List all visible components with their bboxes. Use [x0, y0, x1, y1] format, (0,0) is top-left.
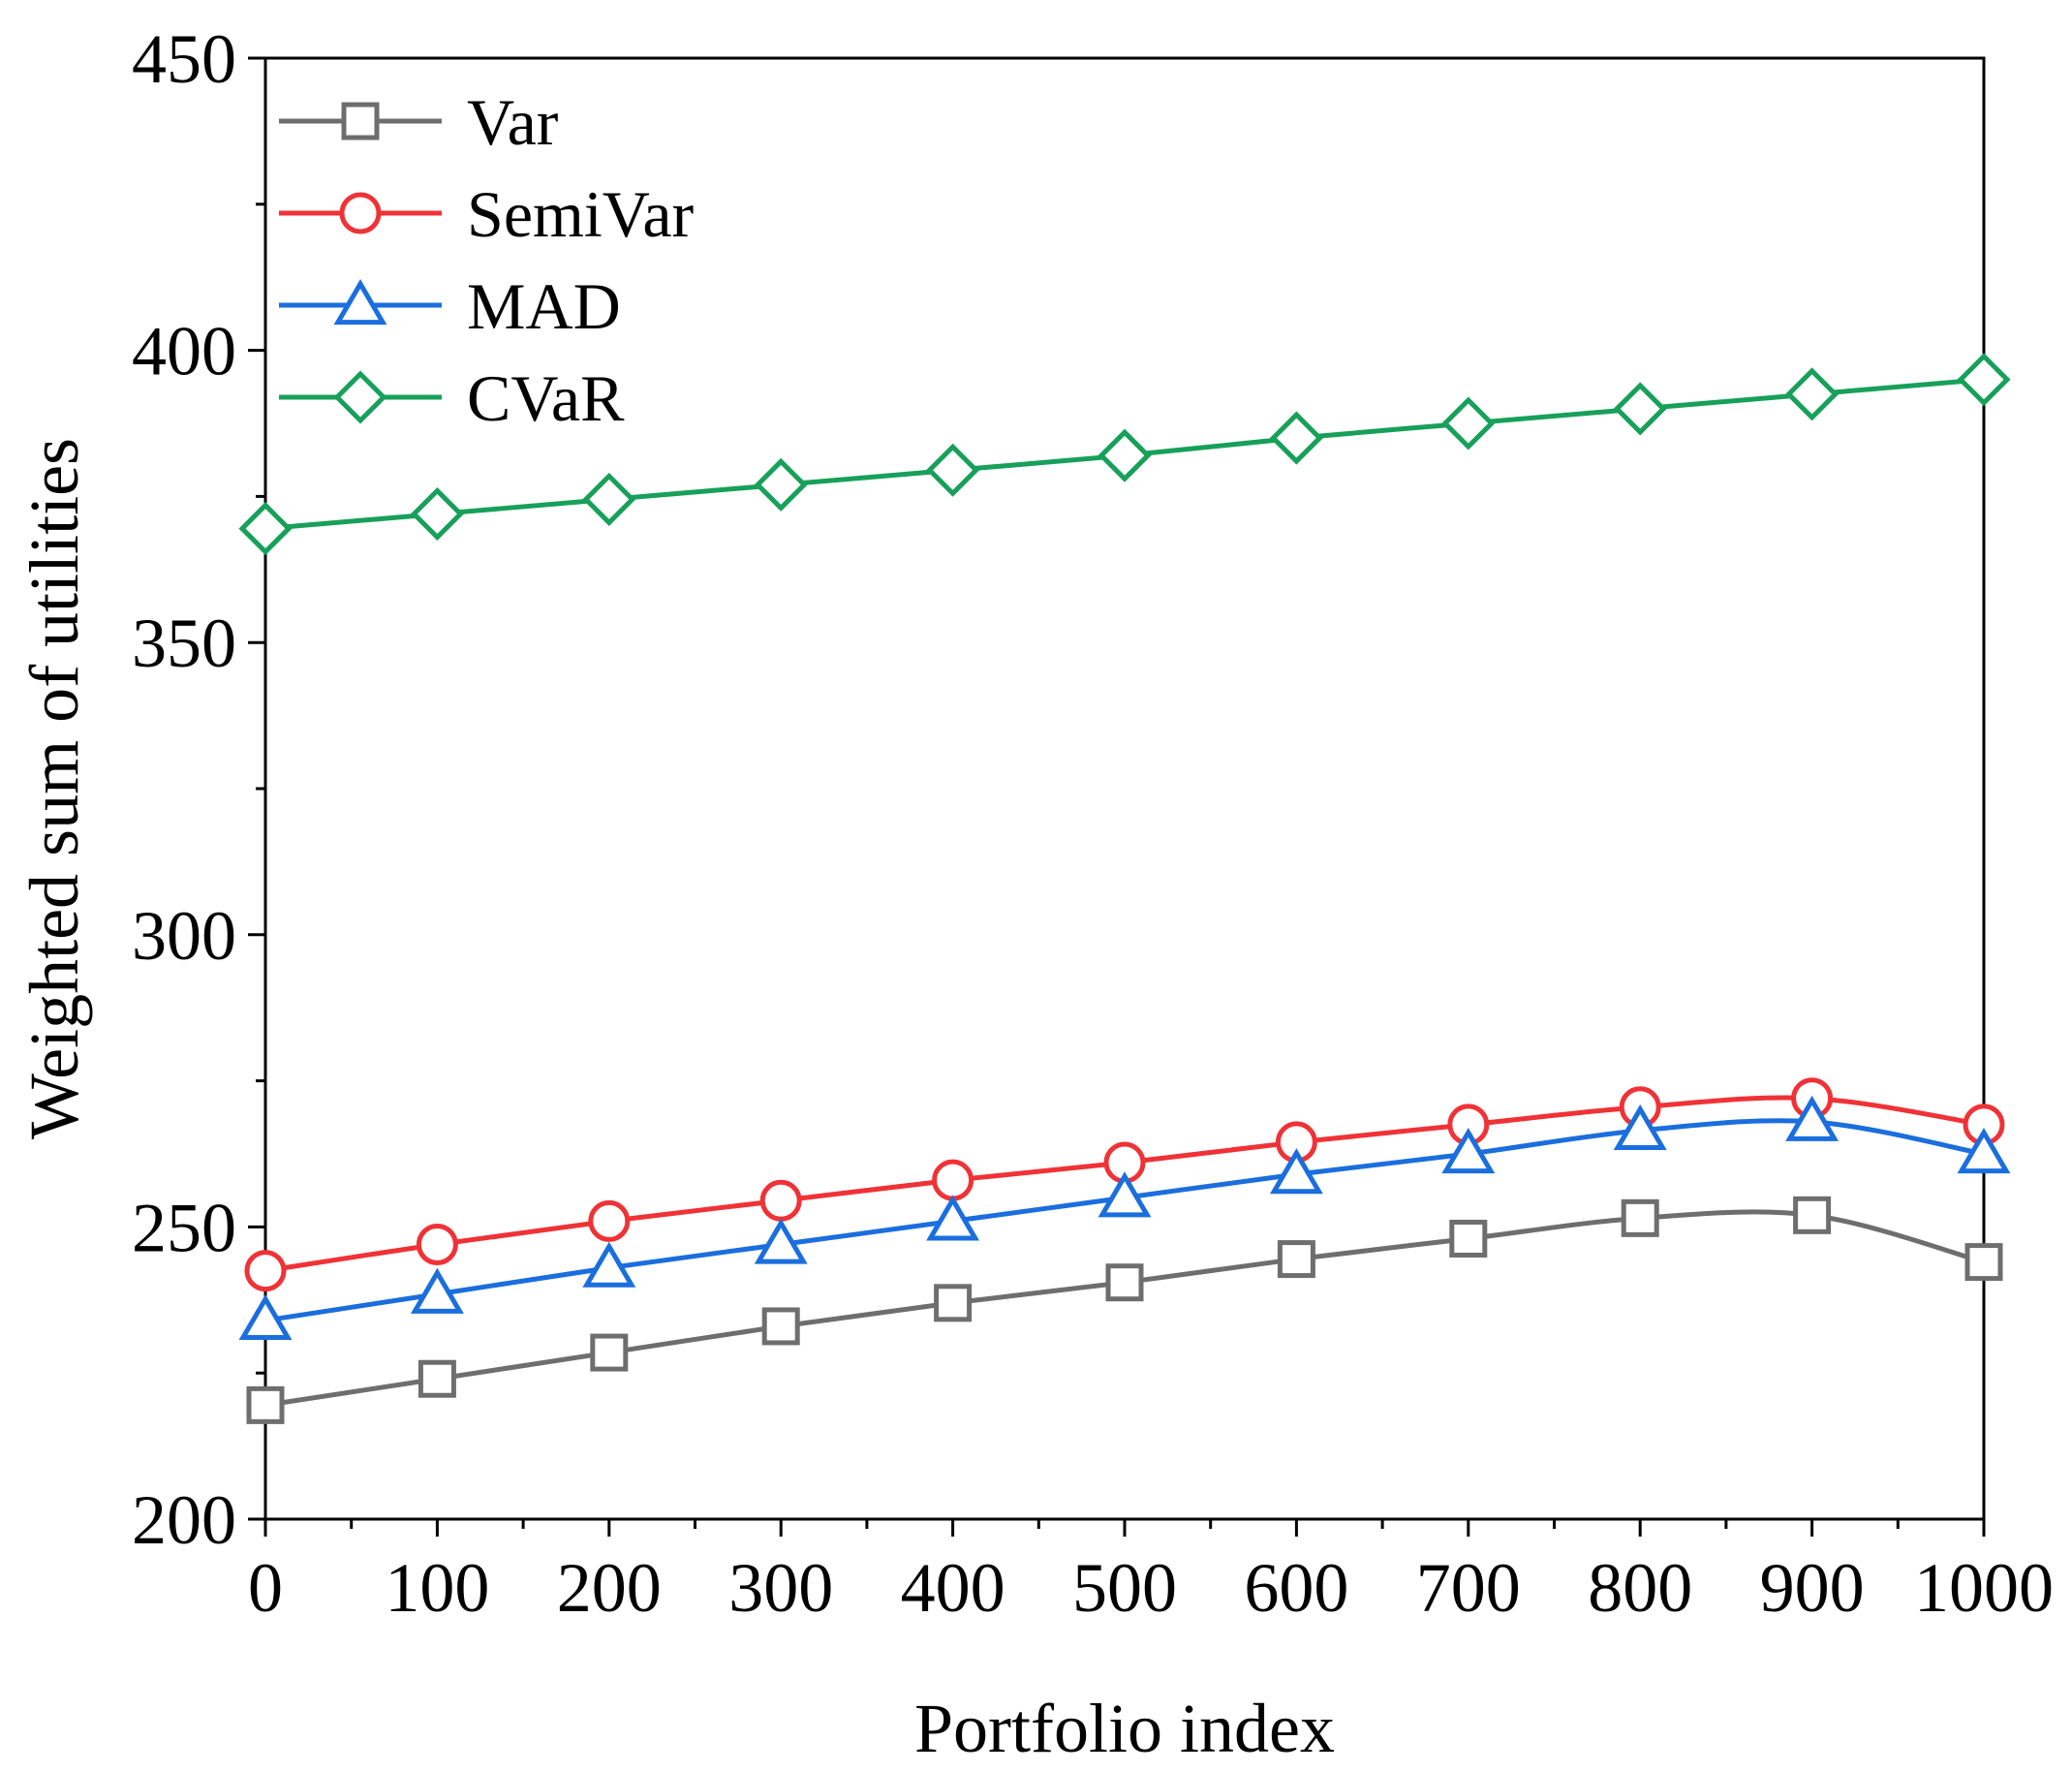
legend-swatch-marker: [333, 370, 387, 424]
data-point-cvar: [754, 457, 808, 512]
series-var: [246, 1196, 2003, 1424]
legend-swatch-marker: [333, 279, 387, 326]
legend-label: MAD: [467, 269, 621, 343]
legend-label: CVaR: [467, 361, 625, 435]
y-tick-label: 300: [132, 897, 236, 975]
data-point-semivar: [759, 1179, 802, 1222]
x-tick-label: 600: [1244, 1549, 1348, 1627]
data-point-semivar: [588, 1199, 631, 1242]
data-point-var: [417, 1359, 456, 1398]
y-tick-label: 250: [132, 1189, 236, 1266]
series-layer: [238, 353, 2011, 1424]
x-tick-label: 400: [901, 1549, 1005, 1627]
data-point-var: [1449, 1219, 1488, 1258]
x-tick-label: 800: [1588, 1549, 1692, 1627]
y-tick-label: 450: [132, 20, 236, 98]
legend-item-mad: MAD: [279, 269, 621, 343]
data-point-var: [761, 1307, 800, 1346]
data-point-semivar: [932, 1159, 974, 1201]
x-tick-label: 700: [1416, 1549, 1521, 1627]
data-point-semivar: [416, 1223, 458, 1265]
data-point-var: [1964, 1243, 2003, 1282]
y-tick-label: 400: [132, 313, 236, 390]
data-point-cvar: [582, 472, 636, 526]
data-point-mad: [1269, 1148, 1323, 1195]
legend-label: Var: [467, 85, 559, 159]
data-point-cvar: [926, 443, 980, 497]
data-point-mad: [1785, 1095, 1840, 1141]
data-point-var: [246, 1385, 285, 1424]
x-tick-label: 200: [557, 1549, 662, 1627]
legend: Var SemiVar MAD CVaR: [279, 85, 695, 435]
data-point-cvar: [1613, 382, 1667, 436]
y-axis-title: Weighted sum of utilities: [15, 438, 93, 1139]
data-point-cvar: [1098, 428, 1152, 482]
legend-swatch-marker: [341, 102, 380, 140]
data-point-mad: [1098, 1171, 1152, 1218]
data-point-mad: [1957, 1128, 2011, 1174]
series-cvar: [238, 353, 2011, 556]
x-axis-title: Portfolio index: [914, 1690, 1335, 1767]
data-point-var: [1793, 1196, 1832, 1234]
x-tick-label: 100: [385, 1549, 489, 1627]
data-point-cvar: [1269, 411, 1323, 465]
data-point-var: [1277, 1240, 1315, 1279]
data-point-var: [1105, 1263, 1144, 1302]
legend-item-semivar: SemiVar: [279, 177, 695, 251]
data-point-cvar: [238, 502, 293, 556]
data-point-cvar: [1957, 353, 2011, 407]
data-point-cvar: [1441, 396, 1496, 451]
x-tick-label: 0: [248, 1549, 283, 1627]
y-tick-label: 200: [132, 1481, 236, 1559]
data-point-semivar: [244, 1250, 287, 1292]
series-mad: [238, 1095, 2011, 1341]
x-tick-label: 900: [1760, 1549, 1865, 1627]
legend-swatch-marker: [339, 192, 382, 234]
data-point-var: [1621, 1198, 1659, 1237]
x-tick-label: 300: [728, 1549, 833, 1627]
data-point-cvar: [410, 486, 464, 542]
legend-item-cvar: CVaR: [279, 361, 625, 435]
data-point-cvar: [1785, 367, 1840, 421]
x-tick-label: 500: [1072, 1549, 1177, 1627]
series-line-var: [264, 1209, 1985, 1408]
ticks-layer: 0 100 200 300 400 500 600 700 800 900 1000 200 250 30…: [132, 20, 2054, 1627]
data-point-mad: [238, 1293, 293, 1341]
data-point-mad: [582, 1241, 636, 1288]
data-point-mad: [1613, 1104, 1667, 1150]
legend-label: SemiVar: [467, 177, 695, 251]
data-point-mad: [754, 1218, 808, 1264]
data-point-mad: [926, 1195, 980, 1241]
data-point-var: [590, 1333, 629, 1372]
y-tick-label: 350: [132, 605, 236, 682]
legend-item-var: Var: [279, 85, 559, 159]
data-point-mad: [410, 1267, 464, 1314]
series-semivar: [244, 1077, 2005, 1292]
x-tick-label: 1000: [1914, 1549, 2054, 1627]
data-point-var: [934, 1284, 973, 1322]
data-point-mad: [1441, 1128, 1496, 1174]
